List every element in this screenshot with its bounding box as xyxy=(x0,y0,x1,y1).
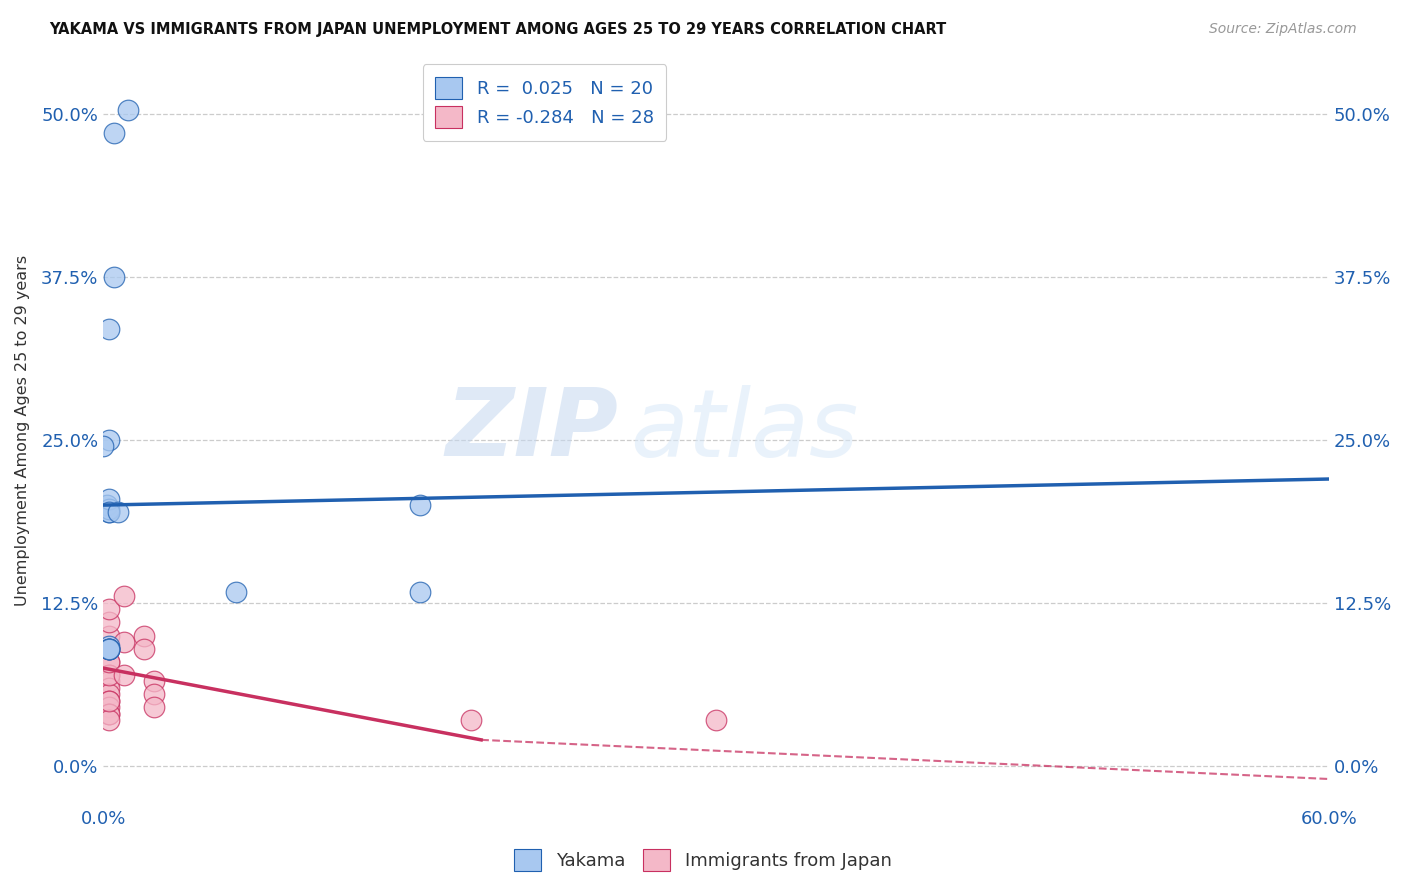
Point xyxy=(112,635,135,649)
Point xyxy=(98,667,121,681)
Point xyxy=(98,694,121,708)
Text: YAKAMA VS IMMIGRANTS FROM JAPAN UNEMPLOYMENT AMONG AGES 25 TO 29 YEARS CORRELATI: YAKAMA VS IMMIGRANTS FROM JAPAN UNEMPLOY… xyxy=(49,22,946,37)
Point xyxy=(98,706,121,721)
Point xyxy=(98,433,121,447)
Point xyxy=(98,641,121,656)
Point xyxy=(98,641,121,656)
Y-axis label: Unemployment Among Ages 25 to 29 years: Unemployment Among Ages 25 to 29 years xyxy=(15,254,30,606)
Point xyxy=(98,602,121,616)
Point xyxy=(98,615,121,630)
Point xyxy=(409,585,432,599)
Legend: Yakama, Immigrants from Japan: Yakama, Immigrants from Japan xyxy=(508,842,898,879)
Point xyxy=(143,687,166,701)
Point xyxy=(98,655,121,669)
Point xyxy=(98,641,121,656)
Point xyxy=(143,700,166,714)
Point xyxy=(107,505,129,519)
Point xyxy=(112,667,135,681)
Legend: R =  0.025   N = 20, R = -0.284   N = 28: R = 0.025 N = 20, R = -0.284 N = 28 xyxy=(423,64,666,141)
Point xyxy=(134,628,156,642)
Point xyxy=(98,641,121,656)
Point xyxy=(103,269,125,284)
Point xyxy=(98,641,121,656)
Point xyxy=(98,505,121,519)
Point xyxy=(98,502,121,516)
Point xyxy=(98,655,121,669)
Point xyxy=(98,641,121,656)
Point xyxy=(98,491,121,506)
Point xyxy=(98,667,121,681)
Point xyxy=(112,590,135,604)
Point xyxy=(98,687,121,701)
Point xyxy=(143,674,166,689)
Text: Source: ZipAtlas.com: Source: ZipAtlas.com xyxy=(1209,22,1357,37)
Point xyxy=(96,498,118,512)
Text: atlas: atlas xyxy=(630,384,859,475)
Point xyxy=(98,674,121,689)
Point xyxy=(93,439,115,453)
Point xyxy=(98,706,121,721)
Point xyxy=(98,505,121,519)
Point xyxy=(460,714,482,728)
Point xyxy=(134,641,156,656)
Point xyxy=(98,714,121,728)
Point xyxy=(409,498,432,512)
Point xyxy=(225,585,247,599)
Point xyxy=(117,103,139,117)
Point xyxy=(98,322,121,336)
Point xyxy=(103,127,125,141)
Point xyxy=(98,694,121,708)
Text: ZIP: ZIP xyxy=(446,384,619,476)
Point xyxy=(98,700,121,714)
Point xyxy=(704,714,727,728)
Point xyxy=(98,681,121,695)
Point xyxy=(98,628,121,642)
Point xyxy=(98,639,121,653)
